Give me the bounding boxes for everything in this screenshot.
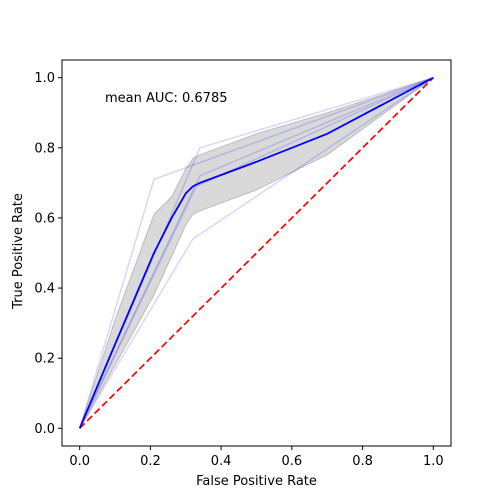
x-axis: 0.0 0.2 0.4 0.6 0.8 1.0 (69, 446, 444, 469)
x-tick-label: 0.6 (282, 454, 303, 469)
x-axis-title: False Positive Rate (196, 474, 317, 489)
y-tick-label: 0.6 (34, 211, 55, 226)
mean-auc-annotation: mean AUC: 0.6785 (105, 91, 227, 106)
plot-area (61, 59, 452, 447)
y-tick-label: 0.4 (34, 282, 55, 297)
plot-frame (61, 59, 452, 447)
x-tick-label: 0.2 (140, 454, 161, 469)
fold-roc-line-4 (79, 76, 434, 429)
chance-line (79, 77, 434, 429)
x-tick-label: 0.4 (211, 454, 232, 469)
y-tick-label: 0.8 (34, 141, 55, 156)
x-tick-label: 0.8 (352, 454, 373, 469)
y-tick-label: 0.0 (34, 422, 55, 437)
y-tick-label: 1.0 (34, 71, 55, 86)
x-tick-label: 1.0 (423, 454, 444, 469)
y-axis-title: True Positive Rate (11, 193, 26, 310)
y-tick-label: 0.2 (34, 352, 55, 367)
fold-roc-line-1 (78, 76, 434, 429)
fold-roc-line-2 (79, 77, 434, 429)
fold-roc-line-5 (79, 76, 434, 429)
y-axis: 0.0 0.2 0.4 0.6 0.8 1.0 (34, 71, 62, 437)
x-tick-label: 0.0 (69, 454, 90, 469)
mean-roc-line (78, 76, 434, 429)
